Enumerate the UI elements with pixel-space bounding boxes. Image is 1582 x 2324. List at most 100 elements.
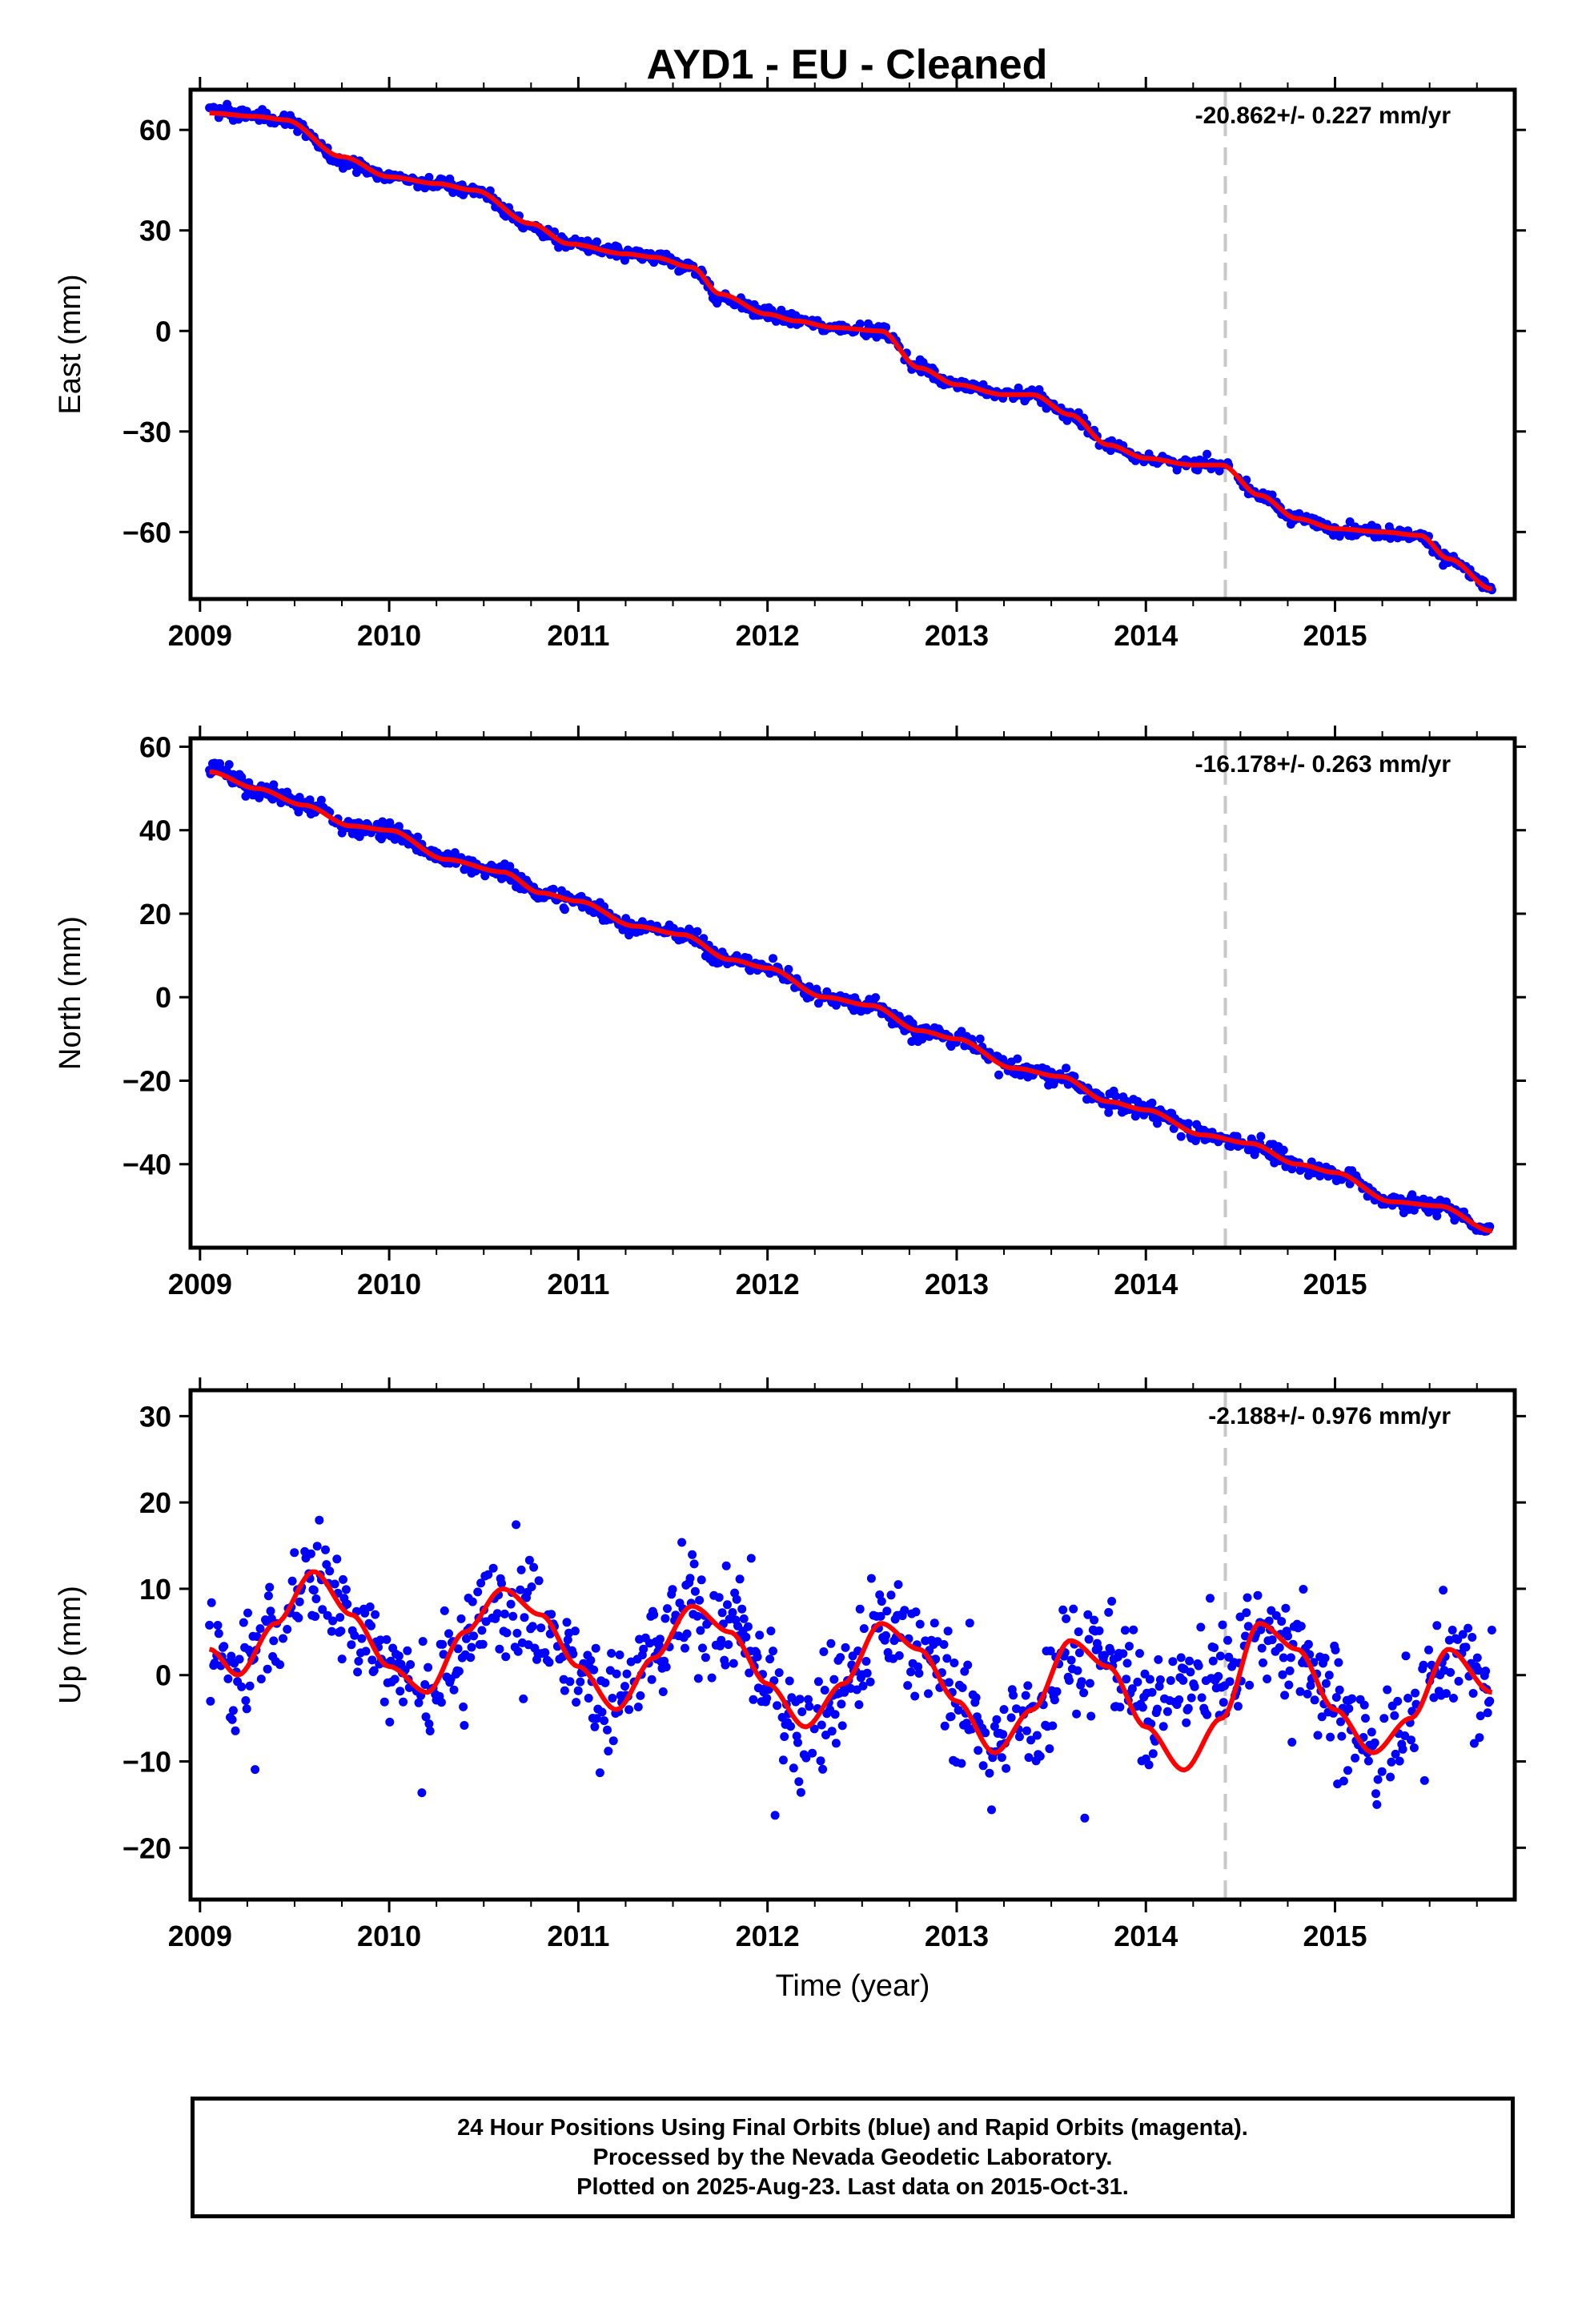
position-point [354, 1656, 363, 1666]
position-point [540, 1648, 550, 1658]
position-point [620, 1682, 629, 1691]
position-point [837, 1721, 847, 1731]
position-point [797, 1707, 807, 1716]
position-point [1483, 1708, 1492, 1718]
position-point [399, 1697, 408, 1707]
position-point [544, 1658, 554, 1667]
position-point [914, 1669, 924, 1678]
position-point [769, 954, 777, 963]
position-point [306, 1549, 315, 1558]
position-point [341, 1585, 351, 1594]
position-point [877, 1597, 886, 1606]
position-point [992, 1715, 1002, 1724]
position-point [516, 1585, 525, 1594]
position-point [1245, 1680, 1255, 1690]
up-rate-label: -2.188+/- 0.976 mm/yr [1208, 1403, 1451, 1429]
position-point [604, 1747, 613, 1756]
position-point [755, 1630, 765, 1640]
position-point [1321, 1679, 1331, 1688]
position-point [565, 1677, 575, 1687]
position-point [620, 255, 629, 265]
position-point [1182, 1718, 1191, 1727]
position-point [661, 1663, 671, 1672]
position-point [1320, 1654, 1330, 1663]
position-point [608, 1694, 617, 1703]
position-point [1073, 1666, 1082, 1675]
y-tick-label: −30 [122, 416, 171, 448]
position-point [223, 1674, 233, 1683]
position-point [424, 1719, 434, 1729]
position-point [321, 1545, 330, 1554]
position-point [735, 1574, 745, 1584]
position-point [769, 1647, 777, 1656]
position-point [1336, 1717, 1345, 1727]
position-point [438, 1639, 448, 1649]
position-point [231, 1726, 240, 1735]
position-point [502, 1628, 512, 1638]
position-point [283, 1625, 292, 1634]
up-plot-content [205, 1390, 1496, 1900]
position-point [1281, 1603, 1291, 1613]
position-point [1347, 1694, 1357, 1703]
position-point [975, 1034, 985, 1043]
model-fit-line [209, 769, 1492, 1234]
position-point [1306, 1681, 1315, 1691]
x-tick-label: 2010 [357, 1268, 421, 1301]
position-point [655, 1634, 665, 1644]
position-point [801, 1753, 811, 1763]
position-point [1154, 1655, 1163, 1664]
position-point [343, 1599, 352, 1609]
position-point [1256, 1132, 1266, 1141]
position-point [263, 1591, 273, 1601]
position-point [1447, 1626, 1457, 1634]
position-point [978, 1761, 988, 1771]
x-tick-label: 2012 [736, 1920, 800, 1952]
position-point [1048, 1721, 1058, 1731]
position-point [1106, 1647, 1115, 1656]
north-plot-content [205, 738, 1495, 1248]
position-point [682, 1629, 692, 1638]
position-point [1083, 1610, 1093, 1619]
position-point [1094, 1626, 1104, 1635]
position-point [939, 1640, 949, 1649]
position-point [1339, 1776, 1348, 1786]
caption-box: 24 Hour Positions Using Final Orbits (bl… [191, 2097, 1515, 2218]
position-point [1458, 1630, 1468, 1639]
position-point [1363, 1756, 1373, 1766]
position-point [894, 1651, 904, 1660]
position-point [591, 1643, 600, 1653]
position-point [512, 1628, 522, 1638]
position-point [1024, 1753, 1034, 1763]
position-point [1287, 1738, 1297, 1747]
position-point [1085, 1679, 1094, 1688]
position-point [647, 1675, 656, 1684]
position-point [729, 1659, 738, 1668]
position-point [886, 1590, 896, 1600]
position-point [998, 1730, 1008, 1739]
position-point [753, 1652, 762, 1662]
position-point [406, 1660, 416, 1669]
position-point [1446, 1667, 1456, 1677]
position-point [252, 1632, 262, 1642]
position-point [1065, 1675, 1074, 1685]
position-point [677, 1538, 687, 1547]
position-point [322, 1560, 331, 1570]
east-ticks: −60 −30 0 30 60 2009 2010 2011 2012 2013 2014 2015 [122, 77, 1526, 652]
position-point [944, 1678, 954, 1687]
position-point [1225, 1677, 1235, 1687]
position-point [1331, 1645, 1340, 1655]
position-point [369, 1666, 379, 1675]
position-point [332, 1554, 342, 1564]
position-point [836, 1653, 845, 1663]
position-point [990, 1722, 999, 1731]
position-point [1148, 1749, 1158, 1759]
position-point [994, 1070, 1003, 1080]
position-point [265, 1582, 275, 1592]
position-point [1135, 1649, 1144, 1659]
position-point [1233, 1702, 1243, 1711]
position-point [360, 1608, 370, 1618]
position-point [778, 1755, 788, 1765]
position-point [361, 1647, 371, 1656]
position-point [1080, 1813, 1090, 1823]
